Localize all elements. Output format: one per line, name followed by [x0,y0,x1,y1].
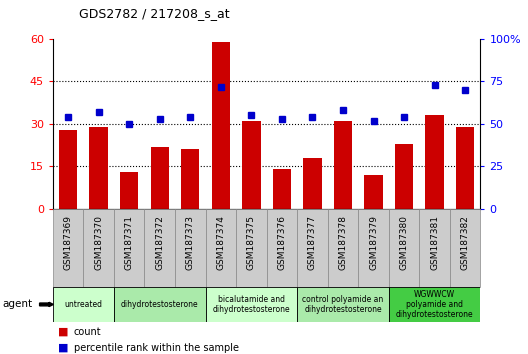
Bar [83,209,114,287]
Bar [175,209,205,287]
Bar [267,209,297,287]
Bar [89,127,108,209]
Bar [450,209,480,287]
Text: percentile rank within the sample: percentile rank within the sample [74,343,239,353]
Bar [205,209,236,287]
Bar [297,287,389,322]
Bar [456,127,474,209]
Bar [328,209,359,287]
Bar [389,209,419,287]
Text: bicalutamide and
dihydrotestosterone: bicalutamide and dihydrotestosterone [213,295,290,314]
Text: GSM187375: GSM187375 [247,215,256,270]
Text: GSM187370: GSM187370 [94,215,103,270]
Bar [389,287,480,322]
Text: ■: ■ [58,327,69,337]
Text: count: count [74,327,101,337]
Bar [426,115,444,209]
Bar [334,121,352,209]
Bar [395,144,413,209]
Bar [145,209,175,287]
Text: GDS2782 / 217208_s_at: GDS2782 / 217208_s_at [79,7,230,20]
Text: GSM187380: GSM187380 [400,215,409,270]
Text: GSM187376: GSM187376 [277,215,286,270]
Bar [236,209,267,287]
Text: ■: ■ [58,343,69,353]
Text: GSM187379: GSM187379 [369,215,378,270]
Bar [303,158,322,209]
Bar [59,130,77,209]
Text: GSM187372: GSM187372 [155,215,164,270]
Bar [181,149,200,209]
Bar [150,147,169,209]
Text: GSM187377: GSM187377 [308,215,317,270]
Text: GSM187378: GSM187378 [338,215,347,270]
Bar [114,209,145,287]
Bar [53,287,114,322]
Bar [120,172,138,209]
Text: GSM187374: GSM187374 [216,215,225,270]
Text: GSM187381: GSM187381 [430,215,439,270]
Text: GSM187373: GSM187373 [186,215,195,270]
Text: dihydrotestosterone: dihydrotestosterone [121,300,199,309]
Bar [359,209,389,287]
Bar [273,169,291,209]
Text: WGWWCW
polyamide and
dihydrotestosterone: WGWWCW polyamide and dihydrotestosterone [396,290,474,319]
Text: untreated: untreated [64,300,102,309]
Bar [114,287,205,322]
Text: GSM187369: GSM187369 [63,215,72,270]
Text: control polyamide an
dihydrotestosterone: control polyamide an dihydrotestosterone [303,295,384,314]
Bar [212,42,230,209]
Bar [205,287,297,322]
Text: agent: agent [3,299,33,309]
Bar [53,209,83,287]
Bar [242,121,260,209]
Text: GSM187371: GSM187371 [125,215,134,270]
Text: GSM187382: GSM187382 [461,215,470,270]
Bar [419,209,450,287]
Bar [297,209,328,287]
Bar [364,175,383,209]
